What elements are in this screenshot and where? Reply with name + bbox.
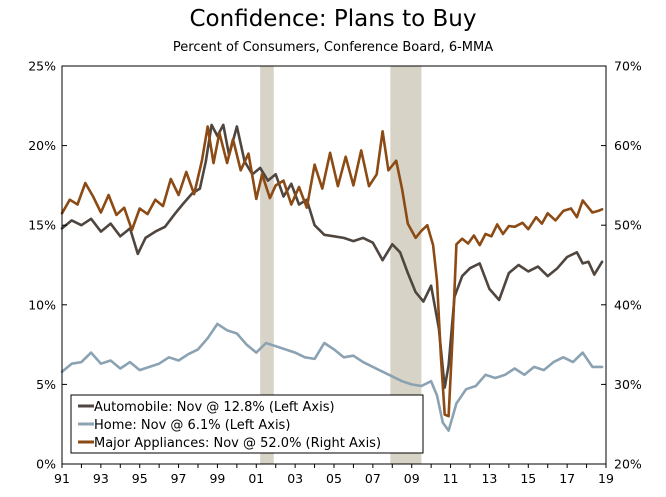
left-axis-tick-label: 15% — [28, 218, 56, 233]
right-axis-tick-label: 40% — [614, 297, 642, 312]
right-axis-tick-label: 20% — [614, 457, 642, 472]
axes: 0% 5% 10% 15% 20% 25% 20% 30% 40% 50% 60% 70% 91 93 95… — [28, 59, 642, 487]
x-axis-tick-label: 95 — [132, 471, 148, 486]
series-line-3 — [60, 125, 604, 418]
chart-subtitle: Percent of Consumers, Conference Board, … — [172, 40, 494, 55]
recession-band-1 — [260, 66, 274, 464]
x-axis-tick-label: 99 — [209, 471, 225, 486]
x-axis-tick-label: 07 — [365, 471, 381, 486]
right-axis-tick-label: 70% — [614, 59, 642, 74]
left-axis-tick-label: 20% — [28, 138, 56, 153]
x-axis-tick-label: 01 — [248, 471, 264, 486]
legend: Automobile: Nov @ 12.8% (Left Axis) Home:… — [70, 394, 424, 454]
left-axis-tick-label: 5% — [36, 377, 56, 392]
right-axis-tick-label: 30% — [614, 377, 642, 392]
legend-label-2: Home: Nov @ 6.1% (Left Axis) — [94, 418, 290, 433]
x-axis-tick-label: 13 — [481, 471, 497, 486]
x-axis-tick-label: 15 — [520, 471, 536, 486]
right-axis-tick-label: 50% — [614, 218, 642, 233]
x-axis-tick-label: 19 — [598, 471, 614, 486]
chart-title: Confidence: Plans to Buy — [189, 6, 477, 32]
x-axis-tick-label: 91 — [54, 471, 70, 486]
left-axis-tick-label: 0% — [36, 457, 56, 472]
x-axis-tick-label: 97 — [171, 471, 187, 486]
legend-box — [70, 394, 424, 454]
x-axis-tick-label: 05 — [326, 471, 342, 486]
series-line-1 — [60, 123, 604, 389]
legend-label-3: Major Appliances: Nov @ 52.0% (Right Axi… — [94, 436, 381, 451]
series-lines — [60, 123, 604, 432]
left-axis-tick-label: 10% — [28, 297, 56, 312]
x-axis-tick-label: 11 — [443, 471, 459, 486]
x-axis-tick-label: 03 — [287, 471, 303, 486]
left-axis-tick-label: 25% — [28, 59, 56, 74]
x-axis-tick-label: 09 — [404, 471, 420, 486]
series-line-2 — [60, 322, 604, 432]
x-axis-tick-label: 17 — [559, 471, 575, 486]
right-axis-tick-label: 60% — [614, 138, 642, 153]
x-axis-tick-label: 93 — [93, 471, 109, 486]
legend-label-1: Automobile: Nov @ 12.8% (Left Axis) — [94, 400, 335, 415]
